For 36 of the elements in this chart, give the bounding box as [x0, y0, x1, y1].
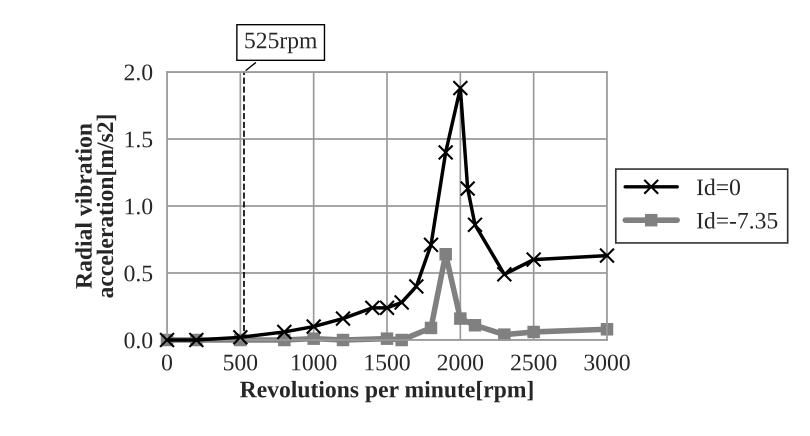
x-tick-label: 1000 — [292, 354, 336, 371]
legend-label: Id=0 — [696, 178, 740, 196]
point — [408, 278, 424, 294]
y-axis-title: Radial vibration acceleration[m/s2] — [75, 115, 116, 298]
point — [526, 252, 542, 268]
point — [423, 236, 439, 253]
ref-line-label: 525rpm — [245, 32, 318, 54]
point — [452, 80, 468, 96]
point — [467, 216, 483, 233]
y-tick-label: 2.0 — [124, 64, 152, 81]
point — [438, 144, 454, 160]
x-tick-label: 2500 — [511, 354, 556, 371]
y-tick-label: 1.0 — [126, 198, 152, 215]
y-tick-label: 0.0 — [124, 332, 152, 349]
point — [527, 326, 540, 338]
x-tick-label: 0 — [162, 354, 172, 371]
y-tick-label: 1.5 — [126, 132, 152, 148]
point — [468, 319, 482, 332]
point — [424, 322, 438, 334]
x-tick-label: 3000 — [584, 354, 630, 371]
point — [599, 248, 615, 264]
point — [454, 312, 467, 325]
point — [232, 329, 248, 346]
point — [439, 248, 452, 260]
x-tick-label: 2000 — [438, 354, 484, 371]
point — [460, 180, 476, 197]
point — [306, 318, 322, 335]
point — [335, 310, 351, 327]
x-axis-title: Revolutions per minute[rpm] — [240, 380, 533, 402]
point — [394, 294, 410, 310]
point — [276, 324, 292, 340]
legend-label: Id=-7.35 — [696, 212, 778, 229]
y-tick-label: 0.5 — [124, 265, 152, 282]
x-tick-label: 1500 — [365, 354, 410, 371]
point — [496, 266, 512, 282]
x-tick-label: 500 — [224, 354, 258, 371]
